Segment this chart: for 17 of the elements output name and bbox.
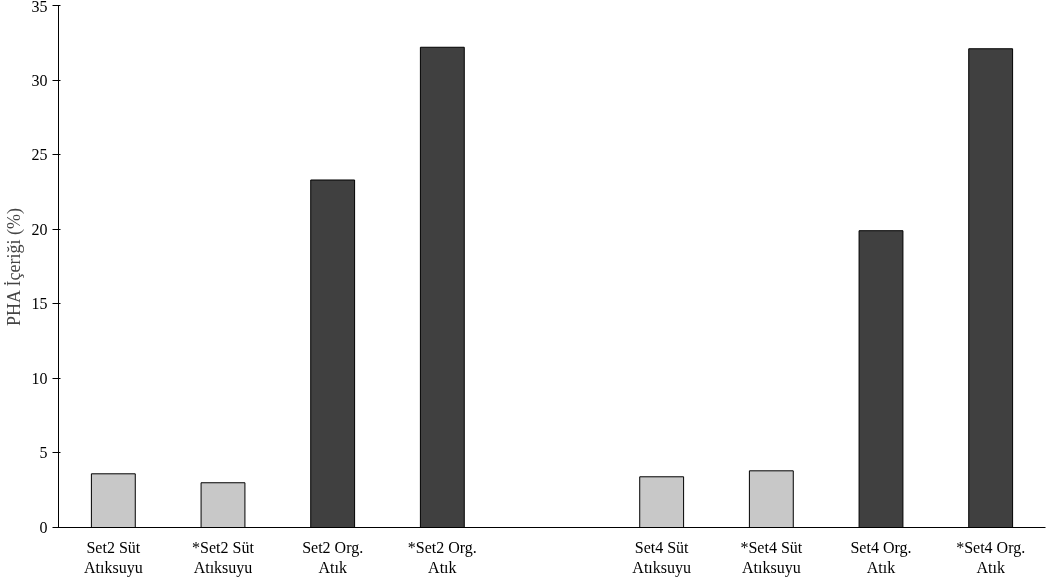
x-tick-label: Set4 Org. Atık: [850, 538, 912, 576]
y-axis-title: PHA İçeriği (%): [3, 208, 25, 326]
x-tick-label: Set4 Süt Atıksuyu: [632, 538, 691, 577]
y-tick-label: 20: [31, 220, 48, 238]
y-tick-label: 15: [31, 295, 48, 313]
x-tick-label: *Set2 Süt Atıksuyu: [192, 538, 255, 577]
x-tick-label: *Set4 Org. Atık: [956, 538, 1026, 576]
y-tick-label: 30: [31, 71, 48, 89]
x-tick-label: Set2 Süt Atıksuyu: [84, 538, 143, 577]
y-tick-label: 5: [39, 444, 48, 462]
x-tick-label: Set2 Org. Atık: [302, 538, 364, 576]
x-tick-label: *Set2 Org. Atık: [407, 538, 477, 576]
y-tick-label: 35: [31, 0, 48, 15]
y-tick-label: 25: [31, 146, 48, 164]
x-tick-label: *Set4 Süt Atıksuyu: [740, 538, 803, 577]
y-tick-label: 0: [39, 519, 48, 536]
y-tick-label: 10: [31, 369, 48, 387]
